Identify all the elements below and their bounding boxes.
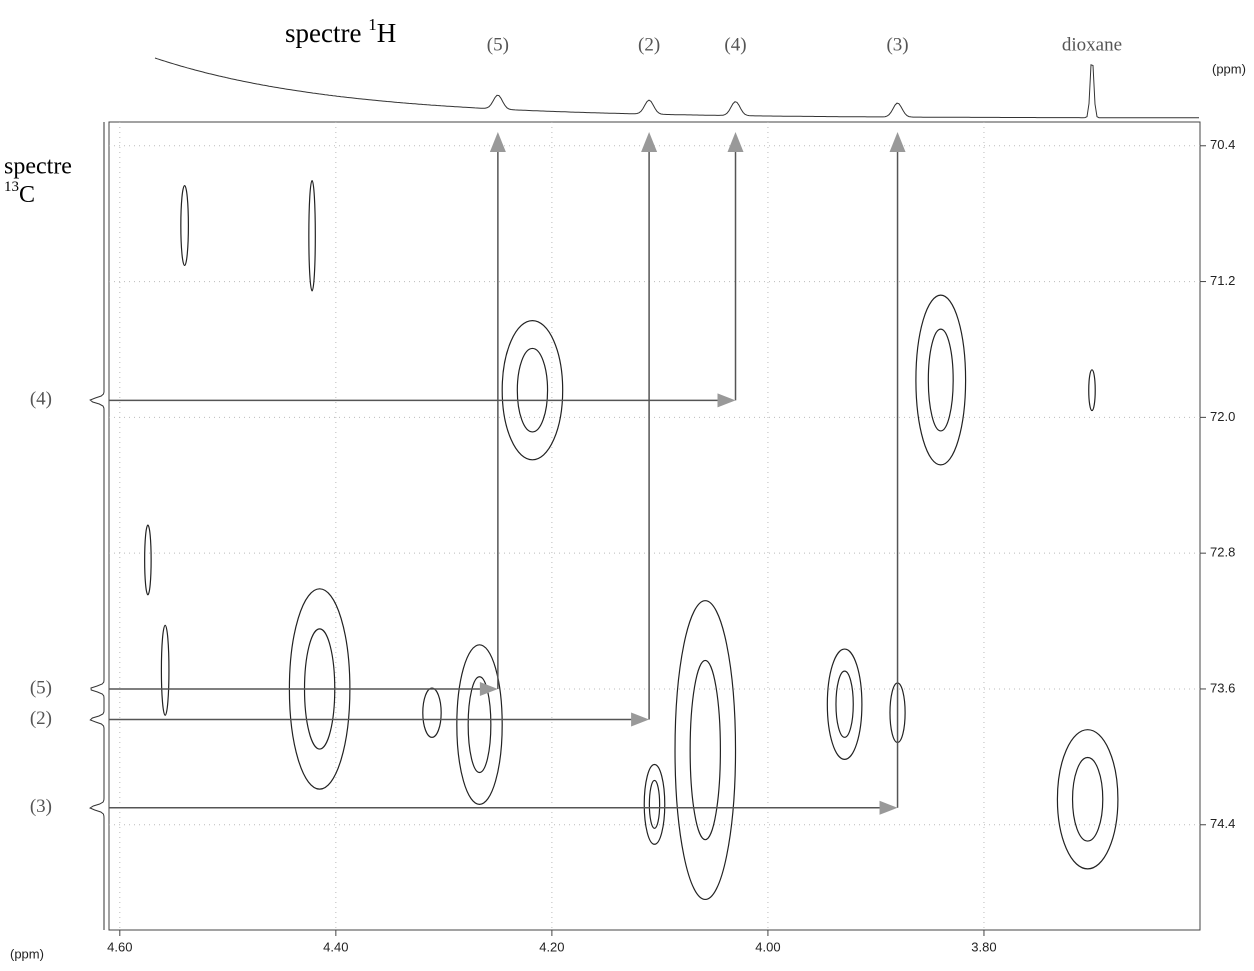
arrow-head — [889, 132, 906, 152]
proton-label: (2) — [638, 34, 660, 55]
cross-peak — [674, 600, 737, 901]
cross-peak-inner — [516, 347, 549, 433]
carbon-trace — [89, 122, 105, 930]
cross-peak — [826, 648, 863, 761]
plot-frame — [108, 121, 1201, 931]
cross-peak — [1088, 369, 1096, 412]
arrow-head — [631, 712, 650, 727]
carbon-label: (4) — [30, 389, 52, 410]
cross-peak — [308, 179, 316, 292]
cross-peak-inner — [927, 328, 954, 432]
cross-peak — [501, 320, 564, 461]
cross-peak — [643, 763, 666, 845]
arrow-head — [479, 681, 498, 696]
cross-peak — [180, 185, 189, 267]
title-13c-nucleus: 13C — [4, 179, 35, 207]
carbon-label: (5) — [30, 677, 52, 698]
cross-peak — [1056, 729, 1119, 870]
proton-label: (3) — [886, 34, 908, 55]
x-tick-label: 4.60 — [107, 939, 132, 954]
y-tick-label: 74.4 — [1210, 816, 1235, 831]
cross-peak — [456, 644, 503, 805]
cross-peak-inner — [467, 676, 492, 774]
cross-peak-inner — [835, 670, 854, 738]
x-tick-label: 4.00 — [755, 939, 780, 954]
carbon-label: (3) — [30, 796, 52, 817]
y-tick-label: 70.4 — [1210, 137, 1235, 152]
proton-trace — [154, 57, 1199, 119]
arrow-head — [641, 132, 658, 152]
cross-peak — [422, 687, 442, 738]
arrow-head — [717, 393, 736, 408]
y-tick-label: 72.0 — [1210, 409, 1235, 424]
x-unit: (ppm) — [10, 946, 44, 961]
arrow-head — [489, 132, 506, 152]
x-tick-label: 4.40 — [323, 939, 348, 954]
arrow-head — [727, 132, 744, 152]
title-1h: spectre 1H — [285, 15, 396, 48]
cross-peak-inner — [689, 659, 721, 841]
cross-peak-inner — [648, 779, 661, 829]
y-unit: (ppm) — [1212, 61, 1246, 76]
cross-peak-inner — [1071, 756, 1104, 842]
proton-label: (5) — [487, 34, 509, 55]
cross-peak — [915, 294, 967, 466]
y-tick-label: 72.8 — [1210, 545, 1235, 560]
proton-label: (4) — [724, 34, 746, 55]
arrow-head — [879, 800, 898, 815]
x-tick-label: 3.80 — [971, 939, 996, 954]
x-tick-label: 4.20 — [539, 939, 564, 954]
carbon-label: (2) — [30, 708, 52, 729]
title-13c: spectre — [4, 154, 72, 180]
cross-peak — [144, 524, 152, 596]
y-tick-label: 73.6 — [1210, 680, 1235, 695]
cross-peak — [160, 624, 170, 716]
solvent-label: dioxane — [1062, 34, 1122, 55]
y-tick-label: 71.2 — [1210, 273, 1235, 288]
